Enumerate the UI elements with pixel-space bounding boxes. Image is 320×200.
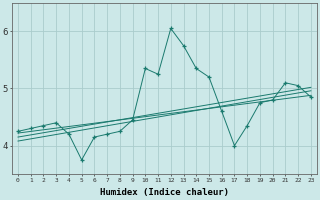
X-axis label: Humidex (Indice chaleur): Humidex (Indice chaleur) [100,188,229,197]
